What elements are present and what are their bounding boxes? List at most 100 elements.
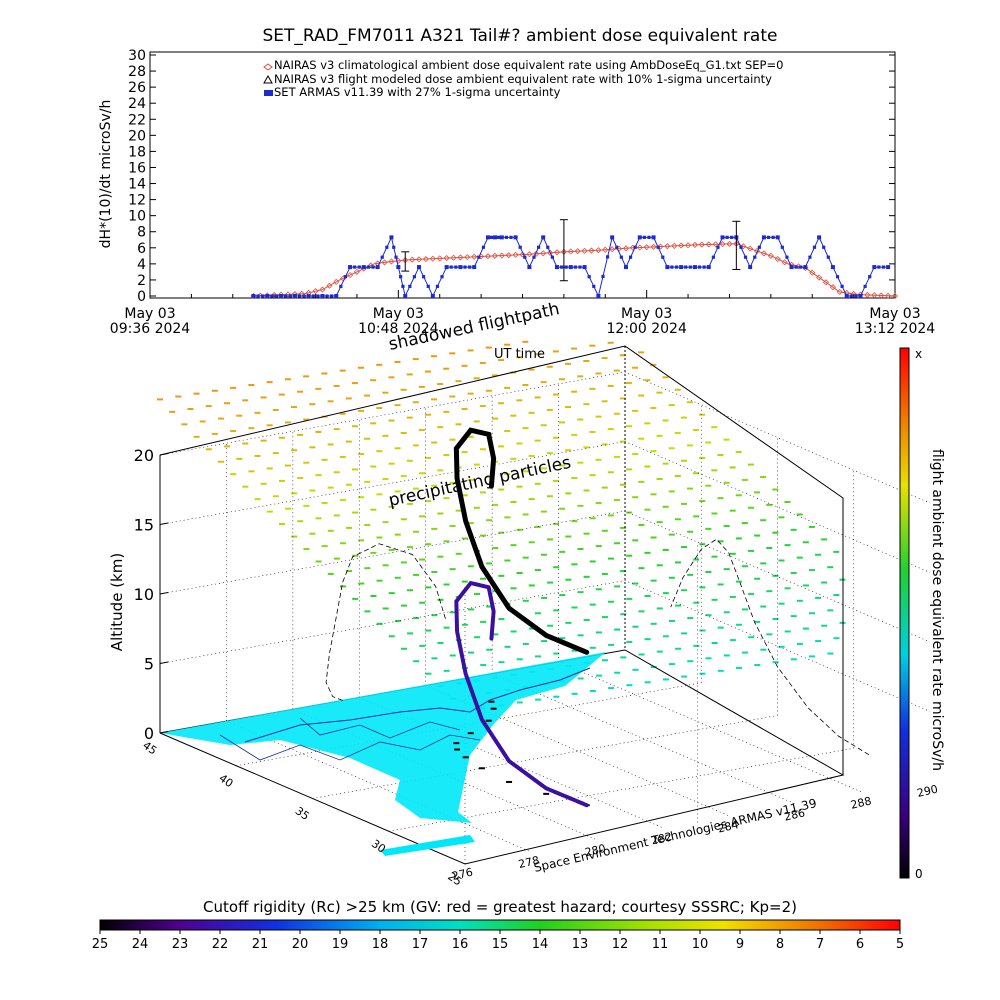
y-tick-label: 8: [137, 225, 146, 241]
series-set-armas-point: [812, 245, 817, 249]
series-set-armas-point: [697, 265, 702, 269]
series-set-armas-point: [399, 275, 403, 279]
series-set-armas-point: [840, 284, 844, 288]
series-nairas-climatological-point: [829, 284, 836, 291]
altitude-tick-label: 10: [134, 585, 154, 604]
series-set-armas-point: [449, 265, 453, 269]
series-nairas-climatological-point: [422, 255, 429, 263]
series-nairas-climatological-point: [429, 255, 436, 262]
series-nairas-climatological-point: [760, 250, 768, 257]
x-tick-date-label: May 03: [869, 306, 920, 322]
series-set-armas-point: [642, 235, 646, 239]
y-tick-label: 28: [128, 64, 146, 80]
series-nairas-climatological-point: [650, 243, 657, 250]
series-nairas-climatological-point: [388, 258, 395, 265]
series-nairas-climatological-point: [836, 288, 843, 296]
altitude-gridline: [159, 371, 931, 504]
y-tick-label: 18: [128, 144, 146, 160]
series-nairas-climatological-point: [567, 248, 574, 255]
series-set-armas-point: [780, 245, 784, 249]
shadowed-flightpath: [325, 427, 870, 807]
series-set-armas-point: [426, 284, 430, 288]
timeseries-series: [250, 219, 899, 300]
series-nairas-climatological-point: [553, 249, 561, 256]
series-set-armas-point: [881, 265, 886, 269]
chart-title: SET_RAD_FM7011 A321 Tail#? ambient dose …: [263, 26, 778, 46]
series-set-armas-point: [251, 294, 256, 298]
rigidity-tick-label: 16: [452, 937, 469, 952]
rigidity-tick-label: 5: [896, 937, 904, 952]
series-nairas-climatological-point: [519, 251, 526, 258]
series-nairas-climatological-point: [664, 243, 671, 250]
legend-marker-triangle: [263, 74, 273, 84]
series-nairas-climatological-point: [774, 255, 781, 263]
rigidity-tick-label: 23: [172, 937, 189, 952]
longitude-tick-label: 282: [650, 830, 673, 847]
precipitating-particles-label: precipitating particles: [387, 453, 573, 511]
series-set-armas-point: [380, 255, 384, 259]
series-set-armas-point: [688, 265, 692, 269]
series-nairas-climatological-point: [588, 247, 595, 254]
series-set-armas-point: [872, 265, 877, 270]
series-set-armas-point: [523, 255, 527, 259]
dose-colorbar-label: flight ambient dose equivalent rate micr…: [929, 449, 945, 771]
series-set-armas-point: [265, 294, 270, 298]
latitude-floor-gridline: [388, 747, 854, 832]
series-nairas-climatological-point: [457, 254, 464, 261]
longitude-tick-label: 276: [451, 866, 474, 883]
series-set-armas-point: [628, 255, 633, 259]
series-set-armas-point: [587, 275, 591, 279]
flight-track-3d: [454, 580, 589, 808]
series-set-armas-point: [353, 265, 357, 269]
series-nairas-climatological-point: [326, 282, 333, 289]
longitude-axis: 276 278 280 282 284 286 288 290: [451, 783, 939, 883]
rigidity-tick-label: 19: [332, 937, 349, 952]
series-set-armas-point: [270, 294, 274, 298]
series-nairas-climatological-point: [526, 251, 533, 258]
longitude-tick-label: 278: [517, 854, 540, 871]
longitude-tick-label: 288: [849, 794, 872, 811]
flight-track-line: [454, 580, 589, 808]
series-set-armas-point: [284, 294, 288, 298]
series-set-armas-point: [665, 265, 670, 270]
rigidity-colorbar-ticks: 25 24 23 22 21 20 19 18 17 16 15 14 13 12 11 10 9 8 7 6 5: [92, 930, 904, 952]
series-set-armas-point: [389, 235, 394, 240]
series-set-armas-point: [279, 294, 284, 298]
longitude-tick-label: 290: [916, 783, 939, 800]
series-nairas-climatological-point: [691, 241, 699, 248]
series-set-armas-point: [334, 294, 339, 298]
series-set-armas-point: [716, 245, 720, 249]
series-set-armas-point: [803, 265, 808, 270]
series-nairas-climatological-point: [781, 259, 788, 266]
series-nairas-climatological-point: [740, 243, 747, 250]
series-set-armas-point: [766, 235, 771, 239]
altitude-gridline: [159, 510, 931, 643]
altitude-tick: [159, 453, 169, 456]
series-set-armas-point: [385, 245, 389, 249]
series-set-armas-point: [316, 294, 320, 298]
longitude-tick-label: 284: [716, 818, 739, 835]
altitude-tick-label: 20: [134, 446, 154, 465]
series-set-armas-point: [817, 235, 822, 240]
x-tick-date-label: May 03: [373, 306, 424, 322]
series-set-armas-point: [430, 294, 435, 298]
rigidity-tick-label: 10: [692, 937, 709, 952]
series-set-armas-point: [550, 255, 554, 259]
series-set-armas-point: [513, 235, 518, 240]
y-tick-label: 2: [137, 273, 146, 289]
x-tick-date-label: May 03: [124, 306, 175, 322]
rigidity-tick-label: 8: [776, 937, 784, 952]
series-set-armas-point: [679, 265, 684, 270]
series-set-armas-point: [311, 294, 315, 298]
series-set-armas-point: [518, 245, 522, 249]
rigidity-tick-label: 13: [572, 937, 589, 952]
legend-marker-diamond: [263, 63, 273, 71]
series-nairas-climatological-point: [284, 291, 292, 298]
series-set-armas-point: [753, 255, 757, 259]
series-set-armas-point: [440, 275, 444, 279]
series-set-armas-point: [559, 265, 564, 269]
series-set-armas-point: [302, 294, 306, 298]
series-set-armas-point: [325, 294, 329, 298]
series-set-armas-point: [596, 294, 601, 298]
y-tick-label: 6: [137, 241, 146, 257]
